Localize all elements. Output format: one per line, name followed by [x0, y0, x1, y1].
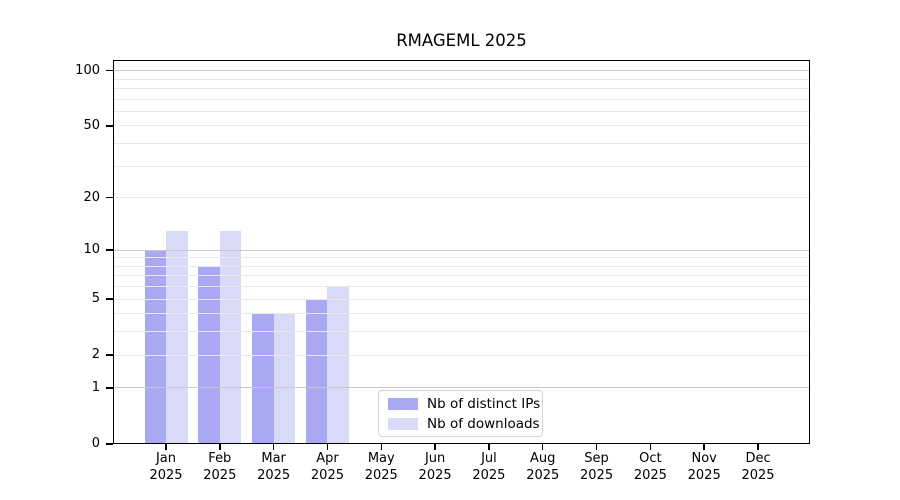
- y-minor-gridline: [113, 98, 810, 100]
- bar-downloads: [219, 230, 242, 444]
- x-tick-mark: [541, 444, 544, 450]
- legend-label-distinct-ips: Nb of distinct IPs: [427, 395, 541, 412]
- y-tick-label: 10: [83, 242, 100, 258]
- y-tick-mark: [106, 69, 113, 72]
- y-minor-gridline: [113, 197, 810, 199]
- legend-swatch-distinct-ips: [388, 397, 418, 410]
- x-tick-mark: [219, 444, 221, 450]
- legend: Nb of distinct IPs Nb of downloads: [378, 390, 543, 437]
- y-minor-gridline: [113, 110, 810, 112]
- x-tick-mark: [488, 444, 490, 450]
- y-minor-gridline: [113, 275, 810, 277]
- y-tick-mark: [106, 125, 113, 127]
- legend-row-downloads: Nb of downloads: [388, 416, 540, 432]
- y-minor-gridline: [113, 354, 810, 356]
- x-tick-label: Jun 2025: [418, 451, 452, 483]
- x-tick-mark: [757, 444, 759, 450]
- y-minor-gridline: [113, 125, 810, 127]
- x-tick-label: Jul 2025: [472, 451, 506, 483]
- y-minor-gridline: [113, 88, 810, 90]
- y-minor-gridline: [113, 265, 810, 267]
- x-tick-mark: [165, 444, 167, 450]
- bar-downloads: [327, 286, 349, 444]
- x-tick-label: Nov 2025: [687, 451, 721, 483]
- x-tick-mark: [326, 444, 329, 450]
- y-tick-mark: [106, 354, 113, 356]
- y-minor-gridline: [113, 78, 810, 80]
- y-tick-mark: [106, 196, 113, 199]
- legend-label-downloads: Nb of downloads: [427, 415, 540, 432]
- y-tick-label: 2: [91, 347, 100, 363]
- x-tick-mark: [272, 444, 275, 450]
- bar-distinct-ips: [252, 313, 274, 444]
- x-tick-mark: [380, 444, 383, 450]
- y-tick-mark: [106, 387, 113, 389]
- x-tick-mark: [703, 444, 705, 450]
- x-tick-label: Dec 2025: [741, 451, 775, 483]
- y-major-gridline: [113, 249, 810, 251]
- x-tick-label: Feb 2025: [203, 451, 237, 483]
- x-tick-label: Jan 2025: [149, 451, 183, 483]
- y-tick-label: 1: [91, 379, 100, 395]
- x-tick-mark: [434, 444, 436, 450]
- y-minor-gridline: [113, 143, 810, 145]
- x-tick-label: May 2025: [364, 451, 398, 483]
- bar-downloads: [273, 313, 296, 444]
- y-major-gridline: [113, 387, 810, 389]
- legend-row-distinct-ips: Nb of distinct IPs: [388, 396, 540, 412]
- legend-swatch-downloads: [388, 417, 418, 430]
- y-minor-gridline: [113, 331, 810, 333]
- y-minor-gridline: [113, 286, 810, 288]
- y-major-gridline: [113, 70, 810, 72]
- x-tick-label: Sep 2025: [580, 451, 614, 483]
- x-tick-label: Aug 2025: [526, 451, 560, 483]
- y-tick-label: 0: [91, 436, 100, 451]
- y-minor-gridline: [113, 257, 810, 259]
- y-minor-gridline: [113, 298, 810, 300]
- bar-distinct-ips: [144, 250, 166, 444]
- y-minor-gridline: [113, 165, 810, 167]
- y-tick-mark: [106, 249, 113, 251]
- y-minor-gridline: [113, 313, 810, 315]
- x-tick-label: Apr 2025: [310, 451, 344, 483]
- bar-downloads: [166, 230, 188, 444]
- x-tick-mark: [595, 444, 598, 450]
- chart-title: RMAGEML 2025: [396, 31, 527, 50]
- y-tick-mark: [106, 298, 113, 300]
- y-tick-label: 100: [75, 62, 100, 78]
- y-tick-label: 20: [83, 189, 100, 205]
- x-tick-label: Mar 2025: [257, 451, 291, 483]
- y-tick-mark: [106, 443, 113, 445]
- x-tick-mark: [649, 444, 652, 450]
- x-tick-label: Oct 2025: [633, 451, 667, 483]
- y-tick-label: 50: [83, 117, 100, 133]
- bar-distinct-ips: [305, 299, 328, 444]
- y-tick-label: 5: [91, 291, 100, 307]
